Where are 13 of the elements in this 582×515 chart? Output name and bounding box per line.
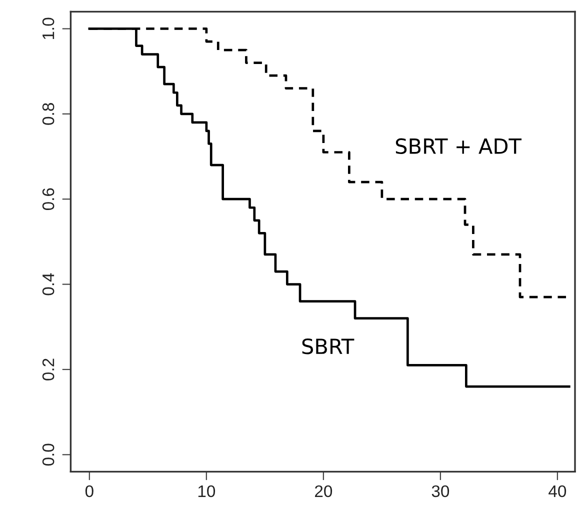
y-tick-label: 0.2 bbox=[42, 358, 54, 380]
x-tick-label: 0 bbox=[85, 485, 94, 498]
series-label: SBRT + ADT bbox=[396, 138, 522, 154]
x-tick-label: 10 bbox=[198, 485, 216, 498]
y-tick-label: 0.4 bbox=[42, 273, 54, 296]
x-tick-label: 20 bbox=[315, 485, 332, 498]
y-tick-label: 0.8 bbox=[42, 103, 54, 125]
y-tick-label: 1.0 bbox=[42, 18, 54, 40]
x-tick-label: 40 bbox=[548, 485, 566, 498]
x-tick-label: 30 bbox=[432, 485, 450, 498]
y-tick-label: 0.0 bbox=[42, 444, 54, 466]
series-label: SBRT bbox=[302, 338, 354, 354]
y-tick-label: 0.6 bbox=[42, 188, 54, 210]
